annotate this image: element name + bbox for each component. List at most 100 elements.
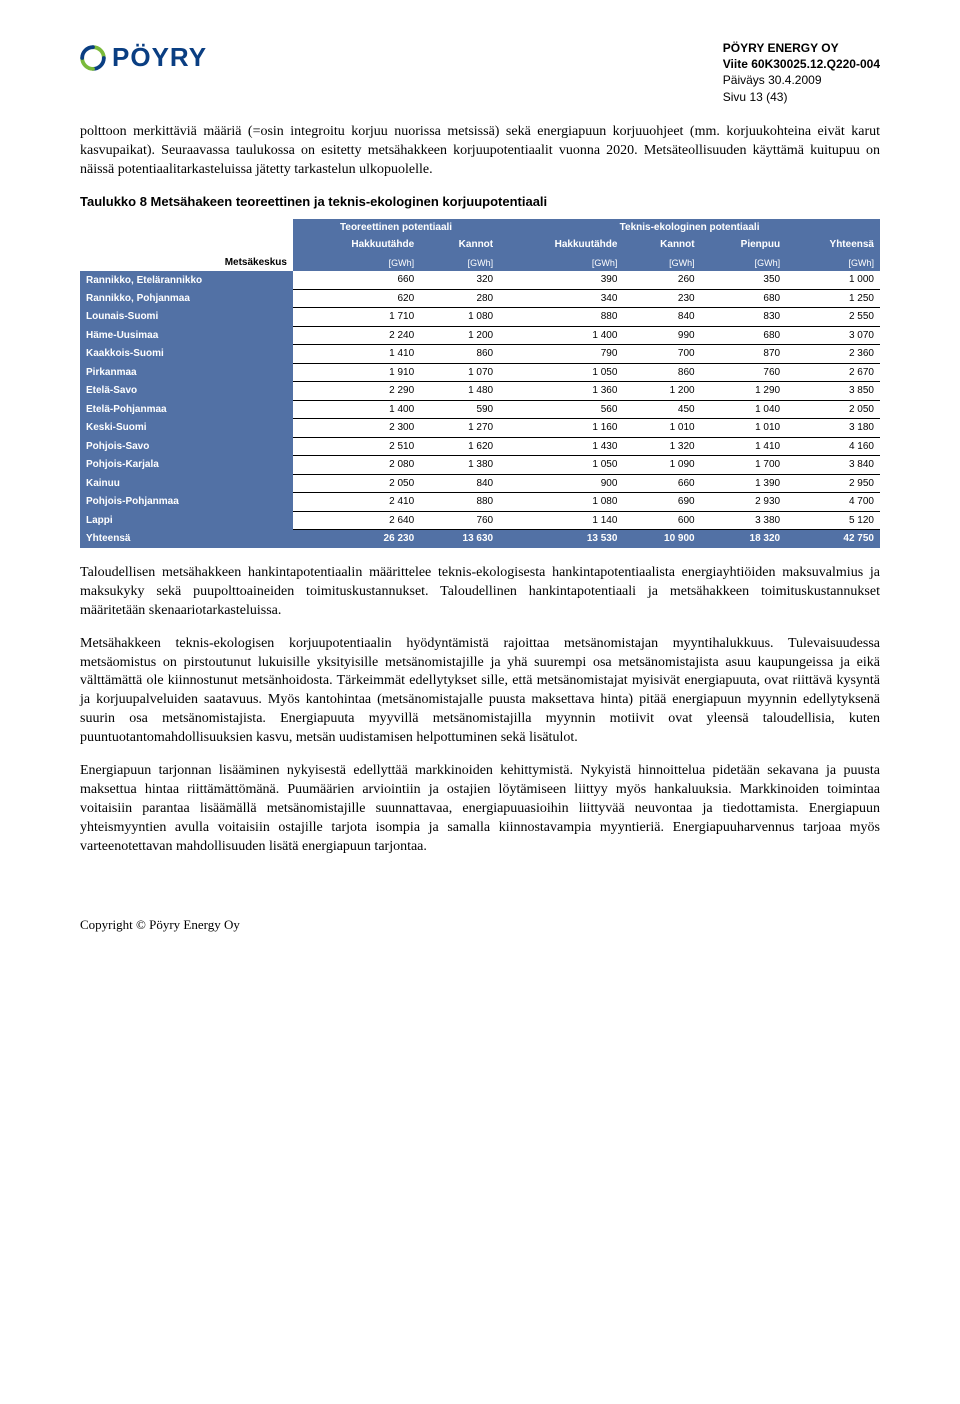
table-row: Lounais-Suomi1 7101 0808808408302 550	[80, 308, 880, 327]
data-cell: 3 840	[786, 456, 880, 475]
data-cell: 600	[623, 511, 700, 530]
data-cell: 1 080	[499, 493, 623, 512]
data-cell: 760	[701, 363, 787, 382]
data-cell: 4 160	[786, 437, 880, 456]
logo-icon	[80, 45, 106, 71]
table-row: Kaakkois-Suomi1 4108607907008702 360	[80, 345, 880, 364]
table-row: Pohjois-Pohjanmaa2 4108801 0806902 9304 …	[80, 493, 880, 512]
data-cell: 3 070	[786, 326, 880, 345]
data-cell: 2 050	[293, 474, 420, 493]
logo-text: PÖYRY	[112, 40, 207, 75]
row-label: Etelä-Pohjanmaa	[80, 400, 293, 419]
col-header: Hakkuutähde	[499, 236, 623, 254]
data-cell: 1 360	[499, 382, 623, 401]
data-cell: 2 300	[293, 419, 420, 438]
row-label: Kainuu	[80, 474, 293, 493]
row-label: Kaakkois-Suomi	[80, 345, 293, 364]
data-cell: 880	[420, 493, 499, 512]
data-cell: 230	[623, 289, 700, 308]
row-label: Häme-Uusimaa	[80, 326, 293, 345]
data-cell: 660	[623, 474, 700, 493]
row-label: Lounais-Suomi	[80, 308, 293, 327]
row-label: Etelä-Savo	[80, 382, 293, 401]
total-label: Yhteensä	[80, 530, 293, 548]
data-cell: 680	[701, 289, 787, 308]
data-cell: 1 080	[420, 308, 499, 327]
data-cell: 3 850	[786, 382, 880, 401]
data-cell: 1 620	[420, 437, 499, 456]
table-row: Pirkanmaa1 9101 0701 0508607602 670	[80, 363, 880, 382]
table-row: Lappi2 6407601 1406003 3805 120	[80, 511, 880, 530]
total-cell: 10 900	[623, 530, 700, 548]
data-cell: 860	[623, 363, 700, 382]
table-title: Taulukko 8 Metsähakeen teoreettinen ja t…	[80, 193, 880, 211]
table-row: Kainuu2 0508409006601 3902 950	[80, 474, 880, 493]
company-logo: PÖYRY	[80, 40, 207, 75]
table-corner-label: Metsäkeskus	[80, 254, 293, 272]
col-header: Kannot	[420, 236, 499, 254]
data-cell: 2 050	[786, 400, 880, 419]
data-cell: 2 550	[786, 308, 880, 327]
data-cell: 1 430	[499, 437, 623, 456]
data-cell: 1 290	[701, 382, 787, 401]
data-cell: 260	[623, 271, 700, 289]
data-cell: 880	[499, 308, 623, 327]
table-row: Pohjois-Savo2 5101 6201 4301 3201 4104 1…	[80, 437, 880, 456]
data-cell: 390	[499, 271, 623, 289]
row-label: Rannikko, Etelärannikko	[80, 271, 293, 289]
data-cell: 3 380	[701, 511, 787, 530]
data-cell: 1 000	[786, 271, 880, 289]
table-row: Etelä-Pohjanmaa1 4005905604501 0402 050	[80, 400, 880, 419]
row-label: Lappi	[80, 511, 293, 530]
data-cell: 900	[499, 474, 623, 493]
header-company: PÖYRY ENERGY OY	[723, 40, 880, 56]
table-row: Rannikko, Etelärannikko6603203902603501 …	[80, 271, 880, 289]
total-cell: 13 530	[499, 530, 623, 548]
data-cell: 1 140	[499, 511, 623, 530]
data-cell: 1 710	[293, 308, 420, 327]
paragraph-1: polttoon merkittäviä määriä (=osin integ…	[80, 123, 880, 180]
col-header: Pienpuu	[701, 236, 787, 254]
data-cell: 1 010	[701, 419, 787, 438]
data-cell: 1 040	[701, 400, 787, 419]
page-header: PÖYRY PÖYRY ENERGY OY Viite 60K30025.12.…	[80, 40, 880, 105]
table-total-row: Yhteensä26 23013 63013 53010 90018 32042…	[80, 530, 880, 548]
data-cell: 590	[420, 400, 499, 419]
header-page: Sivu 13 (43)	[723, 89, 880, 105]
table-corner-blank	[80, 219, 293, 254]
data-cell: 2 640	[293, 511, 420, 530]
data-cell: 320	[420, 271, 499, 289]
data-cell: 340	[499, 289, 623, 308]
row-label: Pohjois-Pohjanmaa	[80, 493, 293, 512]
footer-copyright: Copyright © Pöyry Energy Oy	[80, 916, 880, 934]
table-row: Etelä-Savo2 2901 4801 3601 2001 2903 850	[80, 382, 880, 401]
data-cell: 1 410	[293, 345, 420, 364]
data-cell: 840	[623, 308, 700, 327]
data-cell: 2 360	[786, 345, 880, 364]
header-ref: Viite 60K30025.12.Q220-004	[723, 56, 880, 72]
data-cell: 1 200	[623, 382, 700, 401]
data-cell: 2 290	[293, 382, 420, 401]
data-cell: 1 050	[499, 363, 623, 382]
table-body: Rannikko, Etelärannikko6603203902603501 …	[80, 271, 880, 548]
group-header-1: Teoreettinen potentiaali	[293, 219, 499, 237]
unit-1: [GWh]	[293, 254, 420, 272]
unit-3: [GWh]	[499, 254, 623, 272]
table-row: Häme-Uusimaa2 2401 2001 4009906803 070	[80, 326, 880, 345]
data-cell: 830	[701, 308, 787, 327]
total-cell: 26 230	[293, 530, 420, 548]
data-cell: 760	[420, 511, 499, 530]
table-row: Rannikko, Pohjanmaa6202803402306801 250	[80, 289, 880, 308]
data-cell: 690	[623, 493, 700, 512]
data-cell: 350	[701, 271, 787, 289]
data-cell: 2 410	[293, 493, 420, 512]
data-cell: 450	[623, 400, 700, 419]
data-cell: 1 480	[420, 382, 499, 401]
data-cell: 2 930	[701, 493, 787, 512]
total-cell: 42 750	[786, 530, 880, 548]
data-cell: 1 700	[701, 456, 787, 475]
group-header-2: Teknis-ekologinen potentiaali	[499, 219, 880, 237]
header-date: Päiväys 30.4.2009	[723, 72, 880, 88]
data-cell: 870	[701, 345, 787, 364]
paragraph-3: Metsähakkeen teknis-ekologisen korjuupot…	[80, 635, 880, 748]
